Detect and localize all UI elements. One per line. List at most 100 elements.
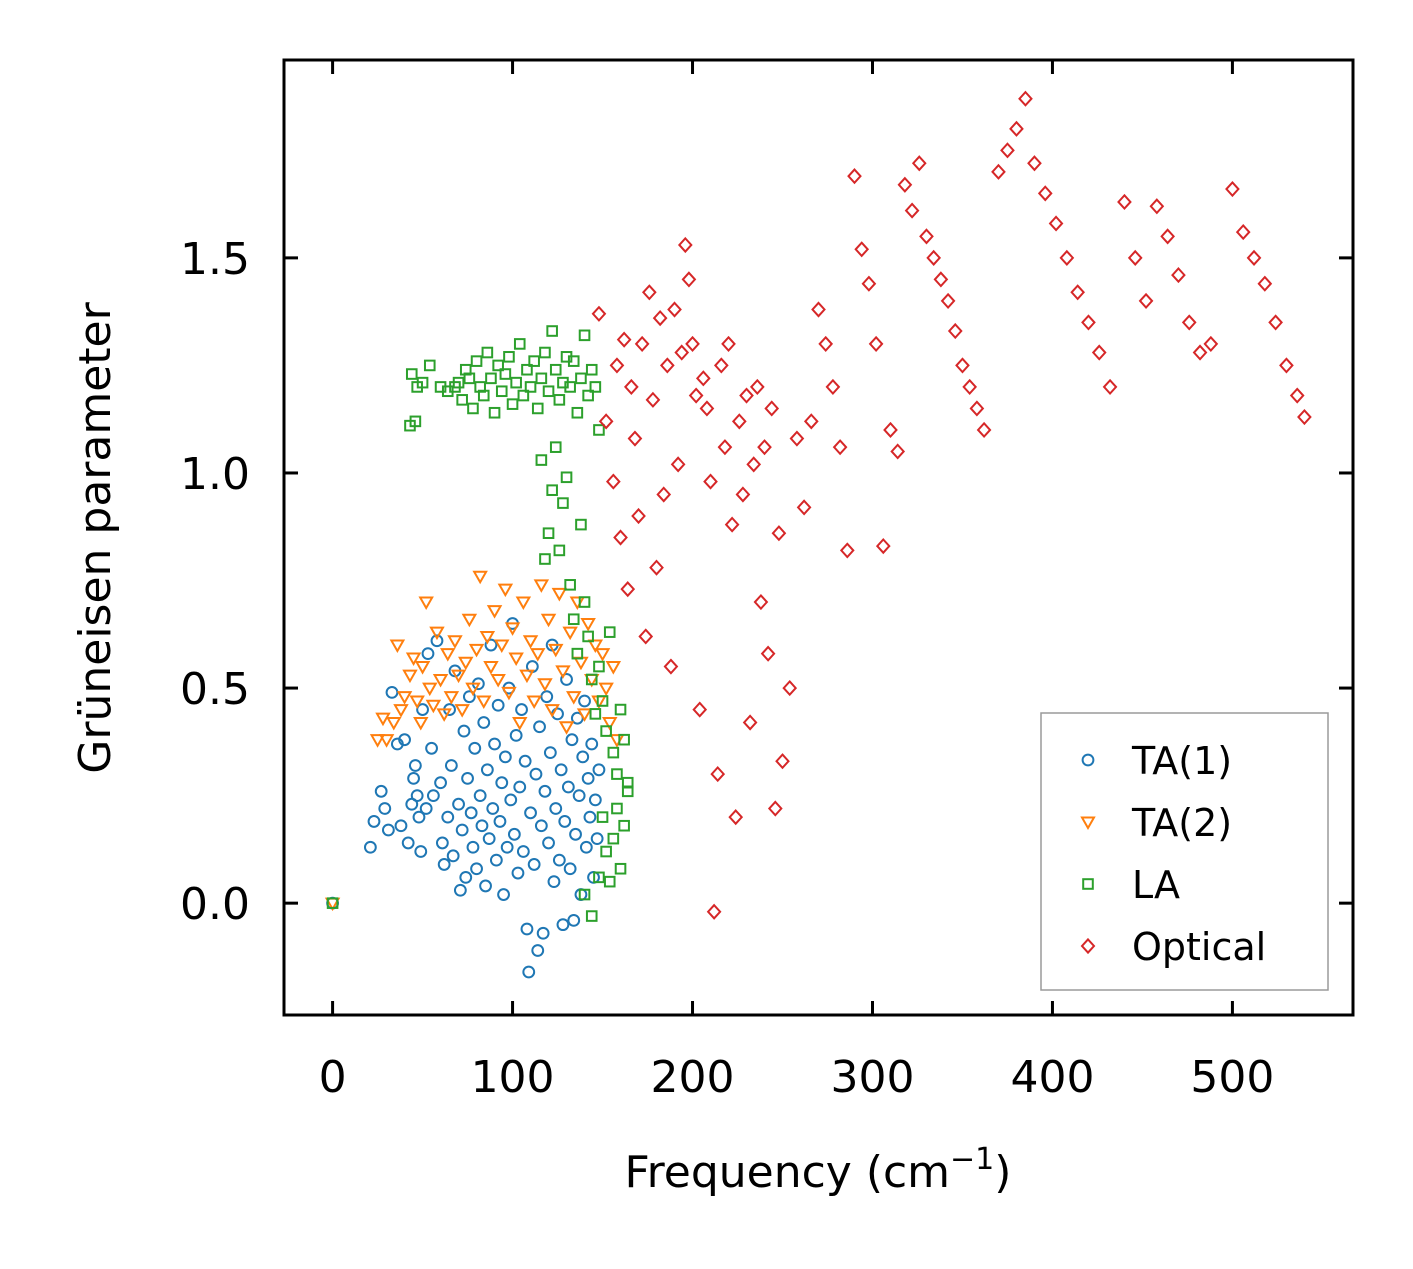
- data-point: [504, 793, 518, 807]
- data-point: [561, 780, 575, 794]
- data-point: [495, 385, 508, 398]
- legend-marker: [1080, 816, 1096, 831]
- data-point: [613, 529, 628, 546]
- data-point: [498, 750, 512, 764]
- data-point: [706, 903, 722, 920]
- legend-entry: TA(1): [1081, 739, 1232, 783]
- x-tick-label: 0: [319, 1052, 347, 1103]
- data-point: [883, 421, 898, 439]
- axis-ticks: 0 100 200 300 400 500 0.0 0.5 1.0 1.5: [180, 60, 1353, 1103]
- data-point: [552, 853, 566, 867]
- data-point: [539, 346, 551, 359]
- data-point: [492, 359, 504, 372]
- data-point: [1070, 284, 1086, 301]
- data-point: [563, 862, 577, 876]
- data-point: [739, 387, 754, 404]
- data-point: [535, 454, 548, 466]
- data-point: [582, 389, 594, 402]
- data-point: [742, 714, 758, 731]
- data-point: [649, 559, 664, 576]
- data-point: [454, 704, 470, 718]
- data-point: [521, 363, 533, 376]
- data-point: [489, 853, 503, 867]
- data-point: [543, 746, 557, 759]
- data-point: [450, 669, 467, 684]
- data-point: [526, 695, 542, 709]
- data-point: [508, 652, 524, 666]
- data-point: [638, 628, 654, 645]
- data-point: [645, 391, 661, 408]
- data-point: [618, 733, 630, 746]
- data-point: [1160, 228, 1175, 245]
- data-point: [367, 815, 381, 828]
- data-point: [947, 322, 963, 340]
- data-point: [416, 703, 429, 716]
- data-point: [1289, 387, 1305, 404]
- data-point: [567, 613, 580, 626]
- data-point: [1192, 344, 1208, 361]
- data-point: [547, 875, 561, 889]
- data-point: [409, 695, 425, 709]
- series-optical: [591, 90, 1312, 920]
- data-point: [531, 402, 544, 415]
- data-point: [459, 870, 473, 884]
- data-point: [480, 763, 494, 777]
- data-point: [408, 759, 422, 772]
- y-tick-label: 0.0: [180, 879, 250, 930]
- data-point: [539, 553, 551, 565]
- legend-entry: LA: [1082, 863, 1180, 907]
- data-point: [1279, 357, 1294, 374]
- data-point: [731, 413, 747, 430]
- data-point: [592, 763, 606, 777]
- data-point: [818, 335, 834, 353]
- data-point: [603, 875, 616, 888]
- data-point: [495, 776, 509, 790]
- data-point: [538, 784, 552, 798]
- data-point: [511, 866, 525, 880]
- data-point: [588, 793, 602, 807]
- data-point: [583, 810, 597, 824]
- y-tick-label: 1.0: [180, 449, 250, 500]
- data-point: [515, 703, 528, 716]
- data-point: [596, 695, 609, 707]
- data-point: [534, 819, 548, 833]
- data-point: [703, 473, 718, 490]
- data-point: [425, 741, 438, 755]
- data-point: [710, 766, 726, 783]
- data-point: [1102, 378, 1118, 396]
- data-point: [426, 789, 440, 803]
- data-point: [695, 370, 711, 387]
- data-point: [735, 486, 751, 503]
- data-point: [728, 809, 744, 826]
- data-point: [475, 819, 489, 833]
- data-point: [760, 645, 776, 662]
- legend-box: [1040, 712, 1329, 991]
- data-point: [663, 658, 679, 675]
- data-point: [1149, 198, 1165, 215]
- data-point: [481, 346, 494, 359]
- data-point: [491, 698, 505, 712]
- data-point: [911, 155, 927, 172]
- data-point: [1171, 267, 1186, 284]
- data-point: [955, 357, 970, 374]
- data-point: [1257, 275, 1273, 292]
- data-point: [562, 626, 578, 641]
- x-axis-label-superscript: −1: [950, 1142, 994, 1177]
- data-point: [641, 284, 657, 301]
- data-point: [618, 819, 630, 832]
- data-point: [578, 596, 591, 608]
- data-point: [520, 922, 534, 936]
- legend-label: LA: [1132, 863, 1180, 907]
- data-point: [724, 516, 740, 533]
- data-point: [385, 685, 399, 699]
- data-point: [782, 679, 798, 697]
- data-point: [605, 661, 622, 675]
- data-point: [600, 845, 612, 858]
- data-point: [490, 673, 506, 688]
- data-point: [524, 381, 537, 393]
- data-point: [549, 363, 562, 376]
- data-point: [530, 648, 546, 662]
- data-point: [565, 733, 579, 747]
- data-point: [919, 228, 934, 245]
